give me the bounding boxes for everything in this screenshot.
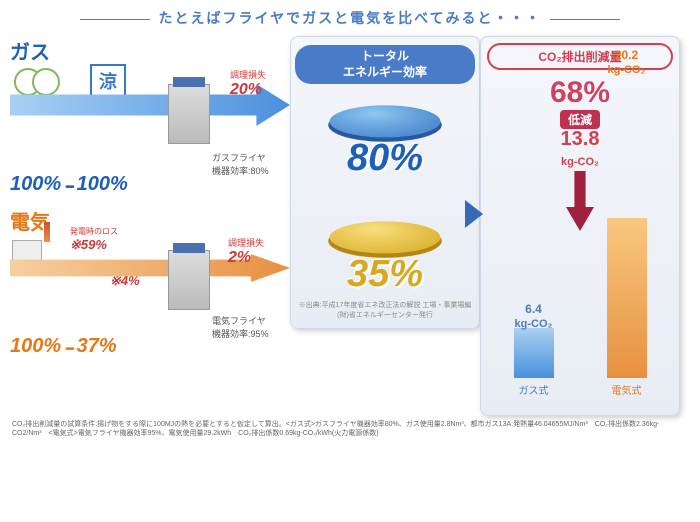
efficiency-title: トータルエネルギー効率	[295, 45, 475, 84]
reduction-pct: 68%	[487, 76, 673, 110]
gas-bar-value: 6.4kg-CO₂	[504, 302, 564, 330]
gas-title: ガス	[10, 36, 290, 65]
header-title: たとえばフライヤでガスと電気を比べてみると・・・	[0, 0, 700, 36]
gas-pct-row: 100%•••••100%	[10, 173, 128, 196]
gas-equipment-label: ガスフライヤ機器効率:80%	[212, 151, 269, 177]
reduction-label: 低減	[560, 110, 600, 129]
gas-fryer-icon	[168, 84, 210, 144]
chimney-icon	[44, 222, 50, 242]
triangle-arrow-icon	[465, 200, 483, 228]
co2-panel: CO₂排出削減量 68% 低減 13.8kg-CO₂ 6.4kg-CO₂ ガス式	[480, 36, 680, 416]
arrow-down-icon	[566, 171, 594, 231]
co2-diff: 13.8kg-CO₂	[487, 129, 673, 169]
gas-bar-label: ガス式	[514, 382, 554, 397]
elec-bar-value: 20.2kg-CO₂	[597, 48, 657, 76]
gas-cook-loss: 調理損失20%	[230, 68, 266, 99]
elec-title: 電気	[10, 206, 290, 235]
elec-pct-row: 100%•••••37%	[10, 335, 117, 358]
gas-efficiency-pct: 80%	[295, 137, 475, 180]
elec-section: 電気 発電時のロス※59% 送電ロス※4% 調理損失2% 電気フライヤ機器効率:…	[10, 206, 290, 376]
elec-equipment-label: 電気フライヤ機器効率:95%	[212, 314, 269, 340]
footnote: CO₂排出削減量の試算条件:揚げ物をする際に100MJの熱を必要とすると仮定して…	[0, 416, 700, 442]
plant-loss: 発電時のロス※59%	[70, 226, 118, 253]
efficiency-panel: トータルエネルギー効率 80% 35% ※出典:平成17年度省エネ改正法の解説 …	[290, 36, 480, 416]
elec-efficiency-pct: 35%	[295, 253, 475, 296]
elec-bar-label: 電気式	[607, 382, 647, 397]
elec-disc-icon	[323, 222, 447, 254]
co2-bars: 6.4kg-CO₂ ガス式 20.2kg-CO₂ 電気式	[487, 237, 673, 397]
elec-fryer-icon	[168, 250, 210, 310]
left-column: ガス 涼 涼しい厨房 調理損失20% ガスフライヤ機器効率:80% 100%••…	[10, 36, 290, 416]
elec-cook-loss: 調理損失2%	[228, 236, 264, 267]
gas-disc-icon	[323, 106, 447, 138]
gas-bar: 6.4kg-CO₂	[514, 328, 554, 378]
gas-section: ガス 涼 涼しい厨房 調理損失20% ガスフライヤ機器効率:80% 100%••…	[10, 36, 290, 206]
elec-bar: 20.2kg-CO₂	[607, 218, 647, 378]
source-note: ※出典:平成17年度省エネ改正法の解説 工場・事業場編(財)省エネルギーセンター…	[295, 296, 475, 320]
